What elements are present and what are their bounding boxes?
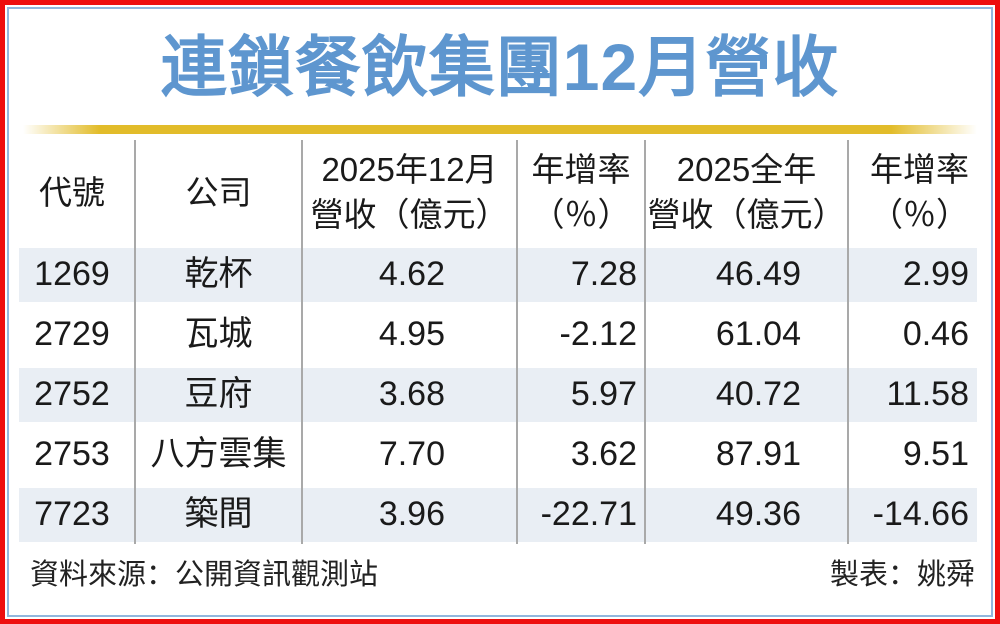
header-line-2: （％） <box>870 196 969 233</box>
cell-year-revenue: 49.36 <box>715 495 801 533</box>
header-cell-code: 代號 <box>9 140 135 244</box>
table-header-row: 代號 公司 2025年12月 營收（億元） 年增率 （％） 2025全年 營收（… <box>9 140 991 244</box>
cell-dec-revenue: 4.95 <box>378 315 445 353</box>
cell-dec-revenue: 3.96 <box>378 495 445 533</box>
cell-year-yoy: 11.58 <box>886 375 969 413</box>
revenue-table: 代號 公司 2025年12月 營收（億元） 年增率 （％） 2025全年 營收（… <box>9 140 991 544</box>
cell-year-revenue: 61.04 <box>715 315 801 353</box>
cell-dec-yoy: -22.71 <box>540 495 637 533</box>
row-shade-band <box>19 248 977 302</box>
gold-divider <box>23 125 977 134</box>
footer-source: 資料來源：公開資訊觀測站 <box>30 559 379 591</box>
table-footer: 資料來源：公開資訊觀測站 製表：姚舜 <box>30 549 975 595</box>
header-cell-dec-yoy: 年增率 （％） <box>517 140 645 244</box>
cell-code: 2752 <box>34 375 110 413</box>
cell-company: 築間 <box>184 495 253 533</box>
header-line-2: （％） <box>531 196 631 233</box>
header-cell-dec-revenue: 2025年12月 營收（億元） <box>302 140 517 244</box>
cell-year-revenue: 46.49 <box>715 255 801 293</box>
cell-dec-revenue: 4.62 <box>378 255 445 293</box>
cell-year-yoy: 2.99 <box>902 255 969 293</box>
cell-company: 八方雲集 <box>150 435 287 473</box>
cell-year-revenue: 40.72 <box>715 375 801 413</box>
column-separator <box>516 140 518 544</box>
cell-year-yoy: -14.66 <box>872 495 969 533</box>
cell-year-yoy: 9.51 <box>902 435 969 473</box>
cell-code: 1269 <box>34 255 110 293</box>
page-title: 連鎖餐飲集團12月營收 <box>160 30 840 104</box>
header-line-2: 營收（億元） <box>310 196 509 233</box>
row-shade-band <box>19 368 977 422</box>
cell-dec-revenue: 3.68 <box>378 375 445 413</box>
cell-dec-revenue: 7.70 <box>378 435 445 473</box>
table-row: 7723 築間 3.96 -22.71 49.36 -14.66 <box>9 484 991 544</box>
footer-credit: 製表：姚舜 <box>829 559 975 591</box>
column-separator <box>301 140 303 544</box>
table-row: 2752 豆府 3.68 5.97 40.72 11.58 <box>9 364 991 424</box>
column-separator <box>644 140 646 544</box>
cell-company: 乾杯 <box>184 255 253 293</box>
header-cell-year-revenue: 2025全年 營收（億元） <box>645 140 848 244</box>
cell-code: 7723 <box>34 495 110 533</box>
cell-dec-yoy: -2.12 <box>559 315 638 353</box>
header-label: 公司 <box>185 173 252 211</box>
cell-year-yoy: 0.46 <box>902 315 969 353</box>
header-line-1: 2025年12月 <box>321 151 498 188</box>
table-row: 2753 八方雲集 7.70 3.62 87.91 9.51 <box>9 424 991 484</box>
cell-dec-yoy: 7.28 <box>570 255 637 293</box>
cell-dec-yoy: 5.97 <box>570 375 637 413</box>
table-row: 1269 乾杯 4.62 7.28 46.49 2.99 <box>9 244 991 304</box>
cell-year-revenue: 87.91 <box>715 435 801 473</box>
content-area: 連鎖餐飲集團12月營收 代號 公司 2025年12月 營收（億元） <box>7 7 993 617</box>
column-separator <box>847 140 849 544</box>
cell-code: 2729 <box>34 315 110 353</box>
header-cell-company: 公司 <box>135 140 302 244</box>
table-row: 2729 瓦城 4.95 -2.12 61.04 0.46 <box>9 304 991 364</box>
row-shade-band <box>19 488 977 542</box>
column-separator <box>134 140 136 544</box>
header-cell-year-yoy: 年增率 （％） <box>848 140 991 244</box>
cell-code: 2753 <box>34 435 110 473</box>
cell-company: 瓦城 <box>184 315 253 353</box>
header-line-1: 年增率 <box>531 151 631 188</box>
cell-dec-yoy: 3.62 <box>570 435 637 473</box>
cell-company: 豆府 <box>184 375 253 413</box>
header-label: 代號 <box>39 173 105 211</box>
header-line-2: 營收（億元） <box>647 196 846 233</box>
header-line-1: 年增率 <box>870 151 969 188</box>
header-line-1: 2025全年 <box>676 151 817 188</box>
